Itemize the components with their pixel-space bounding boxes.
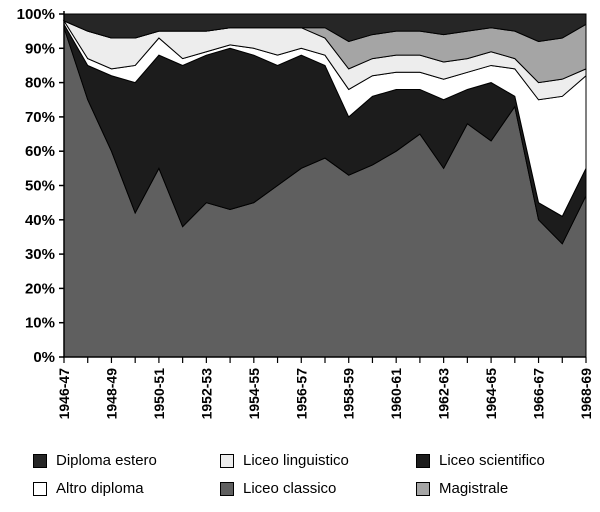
legend-swatch-liceo-classico xyxy=(220,481,234,496)
y-tick-label: 30% xyxy=(25,246,55,263)
legend-item-liceo-linguistico: Liceo linguistico xyxy=(220,452,416,469)
legend-item-altro-diploma: Altro diploma xyxy=(33,480,220,497)
y-tick-label: 100% xyxy=(17,6,55,23)
x-tick-label: 1950-51 xyxy=(151,368,167,420)
x-tick-label: 1948-49 xyxy=(103,368,119,420)
legend-label: Magistrale xyxy=(439,480,509,497)
legend-item-magistrale: Magistrale xyxy=(416,480,600,497)
area-diploma-estero xyxy=(63,13,587,42)
x-tick-label: 1962-63 xyxy=(436,368,452,420)
y-tick-label: 20% xyxy=(25,280,55,297)
x-tick-label: 1952-53 xyxy=(198,368,214,420)
x-tick-label: 1964-65 xyxy=(483,368,499,420)
legend-label: Diploma estero xyxy=(56,452,157,469)
y-tick-label: 50% xyxy=(25,178,55,195)
legend-swatch-magistrale xyxy=(416,481,430,496)
stacked-area-chart: 100% 90% 80% 70% 60% 50% 40% 30% 20% 10% 0%1946-47… xyxy=(17,6,594,420)
legend-item-liceo-scientifico: Liceo scientifico xyxy=(416,452,600,469)
y-tick-label: 60% xyxy=(25,143,55,160)
x-tick-label: 1954-55 xyxy=(246,368,262,420)
legend-label: Liceo scientifico xyxy=(439,452,545,469)
x-tick-label: 1968-69 xyxy=(578,368,594,420)
x-tick-label: 1958-59 xyxy=(341,368,357,420)
x-tick-label: 1960-61 xyxy=(388,368,404,420)
y-tick-label: 40% xyxy=(25,212,55,229)
x-tick-label: 1946-47 xyxy=(56,368,72,420)
x-tick-label: 1966-67 xyxy=(531,368,547,420)
y-tick-label: 0% xyxy=(33,349,55,366)
y-tick-label: 90% xyxy=(25,40,55,57)
legend-swatch-liceo-linguistico xyxy=(220,453,234,468)
y-tick-label: 10% xyxy=(25,315,55,332)
y-tick-label: 80% xyxy=(25,75,55,92)
legend-item-liceo-classico: Liceo classico xyxy=(220,480,416,497)
legend-item-diploma-estero: Diploma estero xyxy=(33,452,220,469)
legend-label: Liceo classico xyxy=(243,480,337,497)
y-tick-label: 70% xyxy=(25,109,55,126)
legend-swatch-diploma-estero xyxy=(33,453,47,468)
legend-swatch-liceo-scientifico xyxy=(416,453,430,468)
legend-swatch-altro-diploma xyxy=(33,481,47,496)
legend-label: Altro diploma xyxy=(56,480,144,497)
legend-label: Liceo linguistico xyxy=(243,452,349,469)
chart-legend: Diploma estero Liceo linguistico Liceo sci… xyxy=(0,452,600,497)
x-tick-label: 1956-57 xyxy=(293,368,309,420)
